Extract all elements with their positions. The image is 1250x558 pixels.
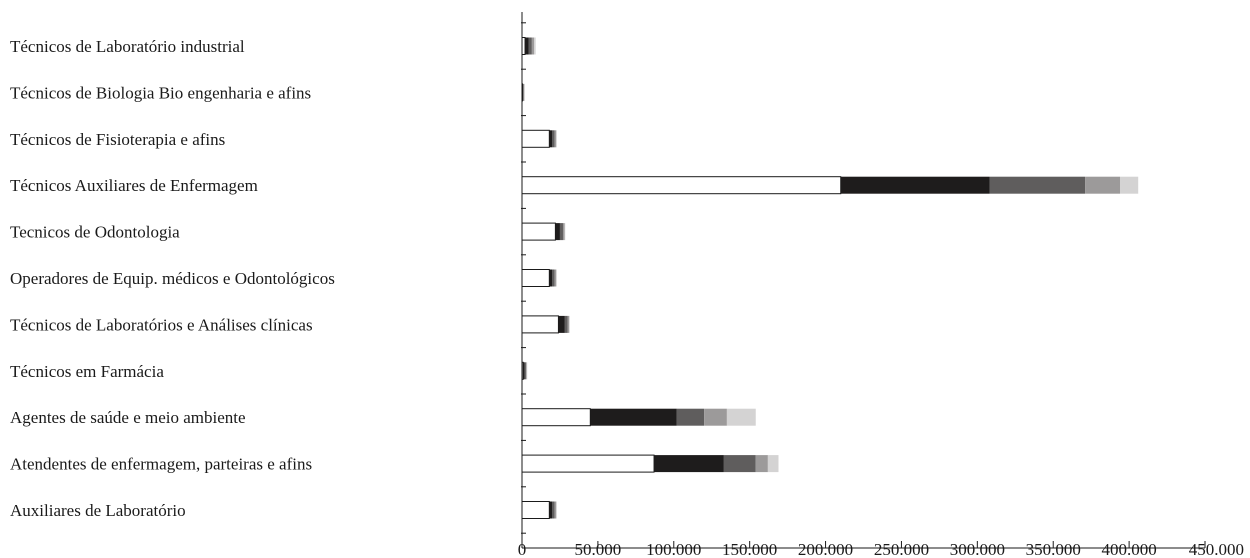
bar-segment bbox=[526, 362, 528, 380]
x-tick-label: 450.000 bbox=[1189, 540, 1244, 558]
x-tick-label: 150.000 bbox=[722, 540, 777, 558]
category-label: Auxiliares de Laboratório bbox=[10, 501, 186, 520]
x-tick-label: 400.000 bbox=[1101, 540, 1156, 558]
bar-segment bbox=[989, 176, 1086, 194]
bar-segment bbox=[562, 223, 565, 241]
bar-segment bbox=[555, 223, 560, 241]
category-label: Agentes de saúde e meio ambiente bbox=[10, 408, 246, 427]
bar-segment bbox=[522, 83, 524, 101]
bar-segment bbox=[525, 362, 527, 380]
bar-segment bbox=[524, 362, 526, 380]
bar-segment bbox=[523, 362, 525, 380]
bar-segment bbox=[531, 37, 535, 55]
bar-segment bbox=[521, 408, 591, 427]
bar-segment bbox=[1120, 176, 1139, 194]
bar-segment bbox=[558, 315, 565, 333]
category-label: Técnicos em Farmácia bbox=[10, 362, 164, 381]
bar-segment bbox=[556, 269, 557, 287]
bar-segment bbox=[552, 130, 555, 148]
bar-segment bbox=[521, 176, 842, 195]
bar-segment bbox=[528, 37, 532, 55]
bar-segment bbox=[523, 83, 524, 101]
category-label: Técnicos de Fisioterapia e afins bbox=[10, 130, 225, 149]
bar-segment bbox=[521, 454, 655, 473]
bar-segment bbox=[767, 455, 779, 473]
bar-segment bbox=[564, 223, 566, 241]
bar-segment bbox=[554, 130, 557, 148]
bar-segment bbox=[523, 83, 525, 101]
bar-segment bbox=[1085, 176, 1121, 194]
bar-segment bbox=[552, 501, 555, 519]
bar-segment bbox=[567, 315, 570, 333]
category-label: Tecnicos de Odontologia bbox=[10, 223, 180, 242]
bar-segment bbox=[840, 176, 990, 194]
bar-segment bbox=[549, 501, 553, 519]
bar-segment bbox=[524, 83, 525, 101]
category-label: Técnicos de Laboratório industrial bbox=[10, 37, 245, 56]
bar-segment bbox=[723, 455, 756, 473]
x-tick-label: 0 bbox=[518, 540, 527, 558]
x-tick-label: 300.000 bbox=[950, 540, 1005, 558]
bar-segment bbox=[654, 455, 724, 473]
bar-segment bbox=[726, 408, 756, 426]
bar-segment bbox=[521, 315, 559, 334]
bar-segment bbox=[521, 129, 550, 148]
bar-segment bbox=[525, 37, 529, 55]
bar-segment bbox=[704, 408, 727, 426]
x-tick-label: 250.000 bbox=[874, 540, 929, 558]
bar-segment bbox=[552, 269, 555, 287]
bar-segment bbox=[556, 130, 557, 148]
bar-segment bbox=[569, 315, 570, 333]
bar-segment bbox=[521, 501, 550, 519]
bar-segment bbox=[676, 408, 705, 426]
bar-segment bbox=[521, 222, 556, 241]
category-label: Operadores de Equip. médicos e Odontológ… bbox=[10, 269, 335, 288]
x-tick-label: 350.000 bbox=[1026, 540, 1081, 558]
category-label: Técnicos de Laboratórios e Análises clín… bbox=[10, 315, 313, 334]
category-label: Técnicos de Biologia Bio engenharia e af… bbox=[10, 83, 311, 102]
bar-segment bbox=[549, 130, 553, 148]
bar-segment bbox=[755, 455, 768, 473]
bar-segment bbox=[554, 269, 557, 287]
bar-segment bbox=[554, 501, 557, 519]
category-label: Atendentes de enfermagem, parteiras e af… bbox=[10, 455, 312, 474]
bar-segment bbox=[556, 501, 557, 519]
bar-segment bbox=[559, 223, 563, 241]
x-tick-label: 100.000 bbox=[646, 540, 701, 558]
bar-segment bbox=[564, 315, 568, 333]
category-label: Técnicos Auxiliares de Enfermagem bbox=[10, 176, 258, 195]
x-tick-label: 200.000 bbox=[798, 540, 853, 558]
bar-segment bbox=[521, 269, 550, 287]
bar-segment bbox=[549, 269, 553, 287]
bar-segment bbox=[590, 408, 677, 426]
x-tick-label: 50.000 bbox=[575, 540, 622, 558]
bar-segment bbox=[534, 37, 536, 55]
